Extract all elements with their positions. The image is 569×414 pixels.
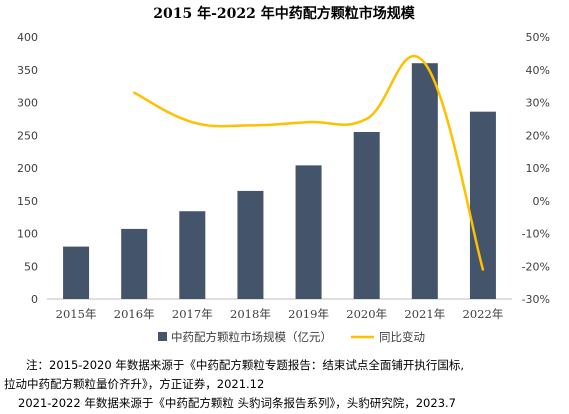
note-line-2: 拉动中药配方颗粒量价齐升》，方正证券，2021.12 xyxy=(4,377,265,391)
bar xyxy=(179,211,206,299)
bar xyxy=(411,63,438,300)
market-size-chart: 2015 年-2022 年中药配方颗粒市场规模 0 50 100 150 200 250 3… xyxy=(17,5,550,344)
legend: 中药配方颗粒市场规模（亿元） 同比变动 xyxy=(158,330,425,344)
left-tick-label: 250 xyxy=(17,129,38,142)
legend-bar-label: 中药配方颗粒市场规模（亿元） xyxy=(171,330,332,344)
right-tick-label: 0% xyxy=(533,195,550,208)
x-tick-label: 2021年 xyxy=(404,307,445,321)
bar xyxy=(353,131,380,299)
bar xyxy=(295,165,322,299)
line-point xyxy=(249,124,252,127)
x-tick-label: 2017年 xyxy=(172,307,213,321)
line-point xyxy=(482,268,484,271)
line-point xyxy=(133,91,135,94)
bar-series xyxy=(63,63,496,300)
right-tick-label: 30% xyxy=(526,97,550,110)
line-series xyxy=(132,54,485,271)
source-notes: 注：2015-2020 年数据来源于《中药配方颗粒专题报告：结束试点全面铺开执行… xyxy=(0,356,569,413)
x-tick-label: 2020年 xyxy=(346,307,387,321)
right-tick-label: 40% xyxy=(526,64,550,77)
note-line-1: 注：2015-2020 年数据来源于《中药配方颗粒专题报告：结束试点全面铺开执行… xyxy=(26,358,464,372)
legend-bar-swatch xyxy=(158,332,167,341)
bar xyxy=(121,228,148,299)
chart-title: 2015 年-2022 年中药配方颗粒市场规模 xyxy=(153,5,415,22)
left-axis: 0 50 100 150 200 250 300 350 400 xyxy=(17,31,38,306)
line-point xyxy=(191,121,194,123)
x-tick-label: 2018年 xyxy=(230,307,271,321)
left-tick-label: 350 xyxy=(17,64,38,77)
x-tick-label: 2016年 xyxy=(114,307,155,321)
left-tick-label: 150 xyxy=(17,195,38,208)
note-line-3: 2021-2022 年数据来源于《中药配方颗粒 头豹词条报告系列》，头豹研究院，… xyxy=(18,396,456,410)
right-tick-label: -20% xyxy=(522,260,550,273)
legend-line-label: 同比变动 xyxy=(379,330,425,344)
right-tick-label: -10% xyxy=(522,228,550,241)
left-tick-label: 300 xyxy=(17,97,38,110)
bar xyxy=(469,111,496,299)
left-tick-label: 50 xyxy=(24,260,38,273)
right-tick-label: 20% xyxy=(526,129,550,142)
line-point xyxy=(307,121,310,123)
left-tick-label: 200 xyxy=(17,162,38,175)
x-tick-label: 2019年 xyxy=(288,307,329,321)
left-tick-label: 400 xyxy=(17,31,38,44)
right-tick-label: 10% xyxy=(526,162,550,175)
left-tick-label: 100 xyxy=(17,228,38,241)
bar xyxy=(237,190,264,299)
right-tick-label: -30% xyxy=(522,293,550,306)
right-tick-label: 50% xyxy=(526,31,550,44)
line-path xyxy=(132,54,485,271)
x-tick-label: 2015年 xyxy=(56,307,97,321)
right-axis: -30% -20% -10% 0% 10% 20% 30% 40% 50% xyxy=(522,31,550,306)
left-tick-label: 0 xyxy=(31,293,38,306)
x-axis-labels: 2015年 2016年 2017年 2018年 2019年 2020年 2021年 2022年 xyxy=(56,307,504,321)
x-tick-label: 2022年 xyxy=(463,307,504,321)
line-point xyxy=(424,62,426,64)
line-point xyxy=(365,118,368,120)
bar xyxy=(63,246,90,299)
